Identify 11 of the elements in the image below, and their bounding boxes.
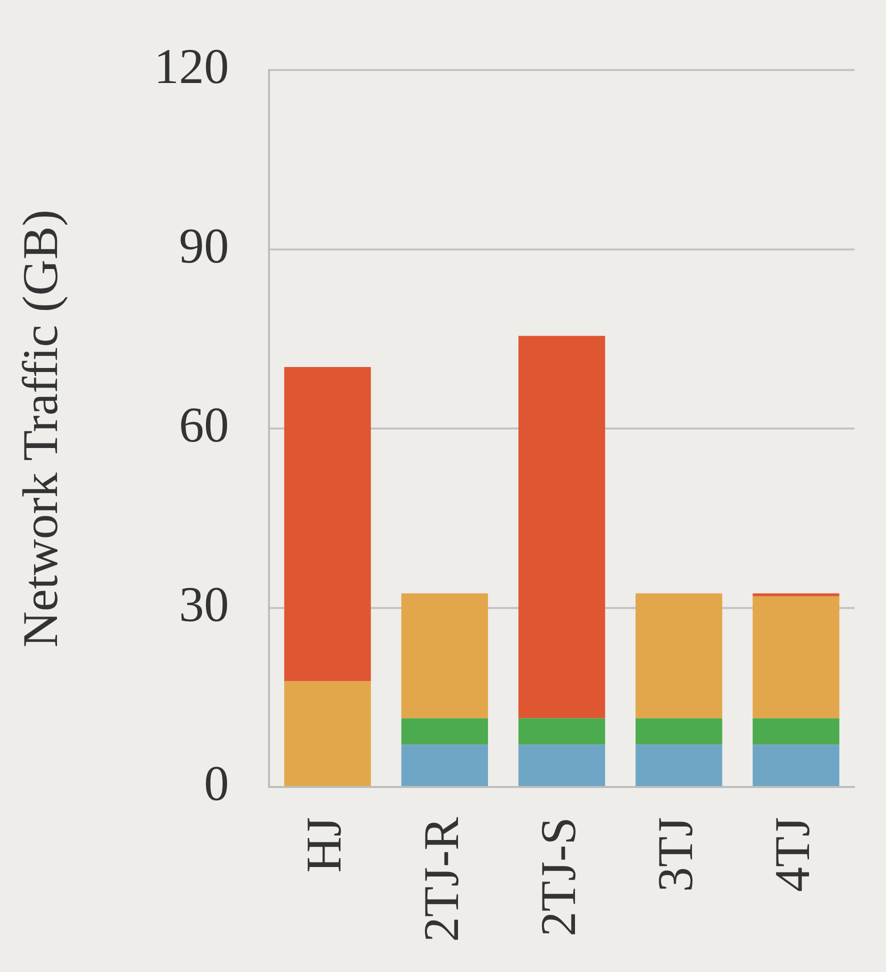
x-tick-label: 3TJ (647, 817, 704, 892)
y-tick-label: 30 (179, 576, 229, 632)
y-tick-label: 60 (179, 396, 229, 453)
x-tick-label: 4TJ (764, 817, 820, 892)
y-tick-label: 90 (179, 217, 229, 274)
x-tick-label: 2TJ-R (412, 816, 469, 942)
x-tick-label: HJ (296, 817, 352, 873)
y-tick-label: 0 (204, 755, 229, 812)
x-tick-label: 2TJ-S (530, 817, 586, 936)
y-tick-label: 120 (154, 38, 229, 94)
y-axis-title: Network Traffic (GB) (12, 210, 68, 648)
